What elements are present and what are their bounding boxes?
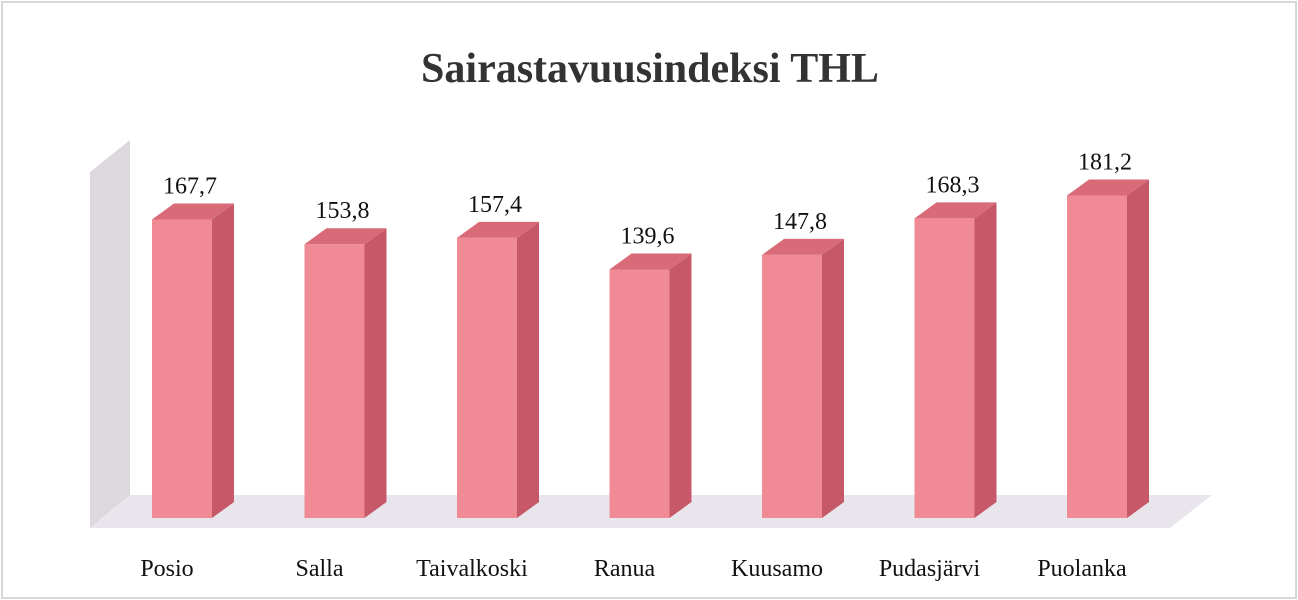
bar-front xyxy=(304,244,365,518)
bar-front xyxy=(762,254,822,518)
bar-side xyxy=(364,228,387,518)
bar-top xyxy=(1067,179,1149,196)
value-label: 153,8 xyxy=(316,198,370,224)
bar-top xyxy=(762,238,844,255)
bar xyxy=(914,202,997,518)
bar-front xyxy=(609,269,670,518)
bar-side xyxy=(517,221,539,518)
bar-side xyxy=(974,202,997,518)
bar-side xyxy=(212,203,234,518)
x-tick-label: Salla xyxy=(296,556,344,582)
bar xyxy=(152,203,234,518)
bar-top xyxy=(914,202,997,219)
chart-title: Sairastavuusindeksi THL xyxy=(421,46,879,92)
bar-top xyxy=(457,221,539,238)
bar xyxy=(304,228,387,518)
bar-front xyxy=(457,237,517,518)
value-label: 167,7 xyxy=(163,173,217,199)
x-tick-label: Ranua xyxy=(594,556,656,582)
x-tick-label: Kuusamo xyxy=(731,556,823,582)
bar xyxy=(457,221,539,518)
value-label: 157,4 xyxy=(468,192,522,218)
value-label: 168,3 xyxy=(926,172,980,198)
side-wall xyxy=(90,140,130,528)
bar-front xyxy=(914,218,975,518)
bar-side xyxy=(669,253,692,518)
bar-side xyxy=(1127,179,1149,519)
bar-top xyxy=(152,203,234,220)
bar xyxy=(609,253,692,518)
value-label: 181,2 xyxy=(1078,149,1132,175)
x-tick-label: Taivalkoski xyxy=(416,556,528,582)
bar-front xyxy=(1067,195,1127,519)
bar-front xyxy=(152,219,212,518)
x-tick-label: Puolanka xyxy=(1037,556,1127,582)
x-tick-label: Posio xyxy=(140,556,193,582)
bar-side xyxy=(822,238,844,518)
bar-top xyxy=(609,253,692,270)
x-tick-label: Pudasjärvi xyxy=(879,556,981,582)
value-label: 147,8 xyxy=(773,209,827,235)
bar xyxy=(1067,179,1149,519)
bar-top xyxy=(304,228,387,245)
bar xyxy=(762,238,844,518)
value-label: 139,6 xyxy=(621,224,675,250)
